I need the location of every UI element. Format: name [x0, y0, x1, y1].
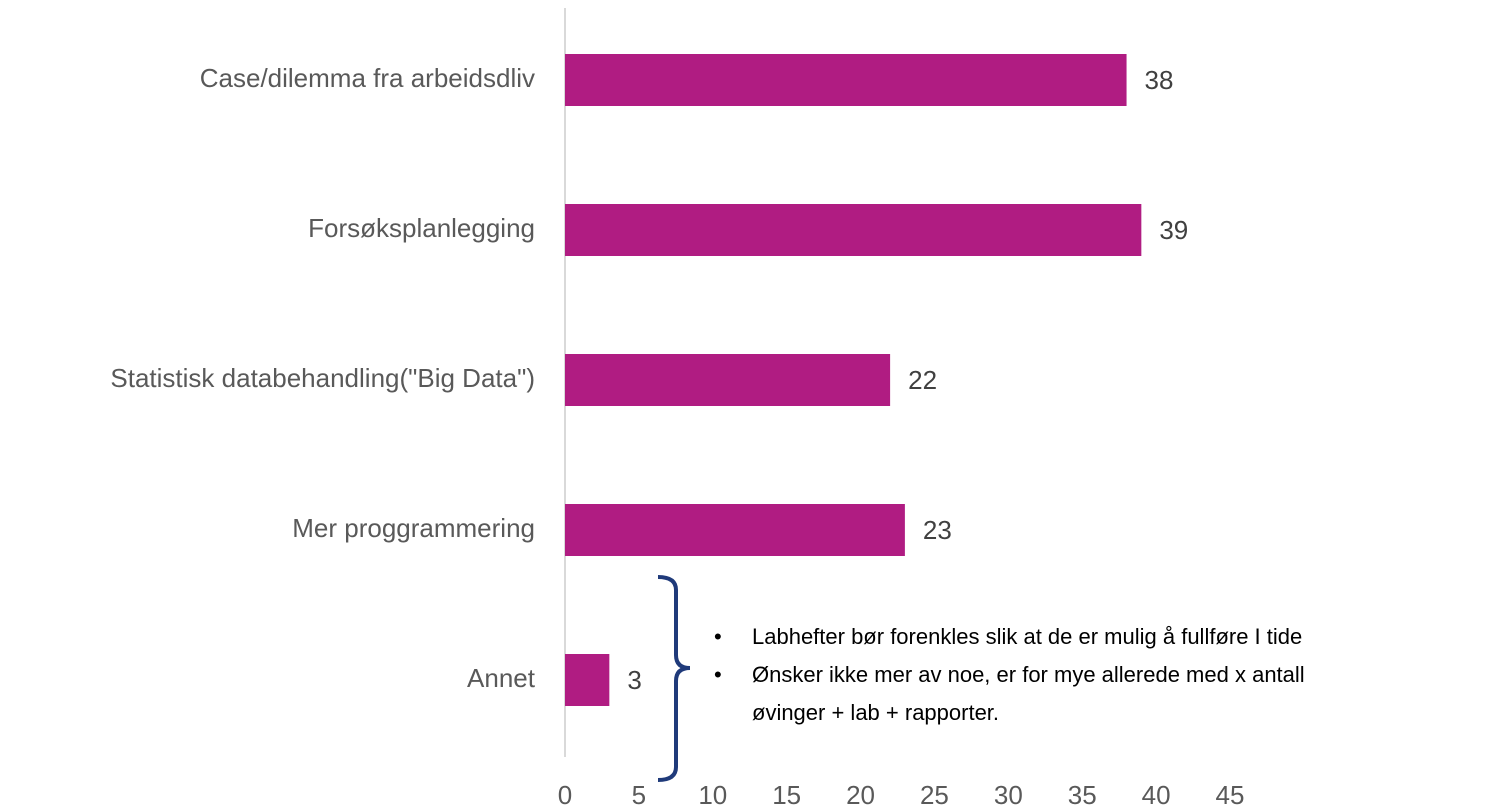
- annotation: øvinger + lab + rapporter.: [752, 700, 999, 725]
- y-tick-label: Case/dilemma fra arbeidsdliv: [200, 63, 535, 93]
- x-tick-label: 35: [1068, 780, 1097, 810]
- x-tick-label: 15: [772, 780, 801, 810]
- y-tick-label: Statistisk databehandling("Big Data"): [110, 363, 535, 393]
- x-tick-label: 40: [1142, 780, 1171, 810]
- bar: [565, 204, 1142, 256]
- annotation: Ønsker ikke mer av noe, er for mye aller…: [752, 662, 1305, 687]
- x-tick-label: 45: [1216, 780, 1245, 810]
- x-tick-label: 0: [558, 780, 572, 810]
- x-tick-label: 5: [632, 780, 646, 810]
- value-label: 38: [1145, 65, 1174, 95]
- y-tick-label: Annet: [467, 663, 536, 693]
- bar: [565, 354, 891, 406]
- x-tick-label: 30: [994, 780, 1023, 810]
- annotation: Labhefter bør forenkles slik at de er mu…: [752, 624, 1302, 649]
- value-label: 39: [1159, 215, 1188, 245]
- value-label: 23: [923, 515, 952, 545]
- bullet: •: [714, 662, 722, 687]
- bar: [565, 654, 610, 706]
- bullet: •: [714, 624, 722, 649]
- bar: [565, 54, 1127, 106]
- bracket: [657, 575, 691, 782]
- value-label: 3: [627, 665, 641, 695]
- value-label: 22: [908, 365, 937, 395]
- y-tick-label: Forsøksplanlegging: [308, 213, 535, 243]
- x-tick-label: 20: [846, 780, 875, 810]
- y-tick-label: Mer proggrammering: [292, 513, 535, 543]
- bar: [565, 504, 905, 556]
- x-tick-label: 25: [920, 780, 949, 810]
- x-tick-label: 10: [698, 780, 727, 810]
